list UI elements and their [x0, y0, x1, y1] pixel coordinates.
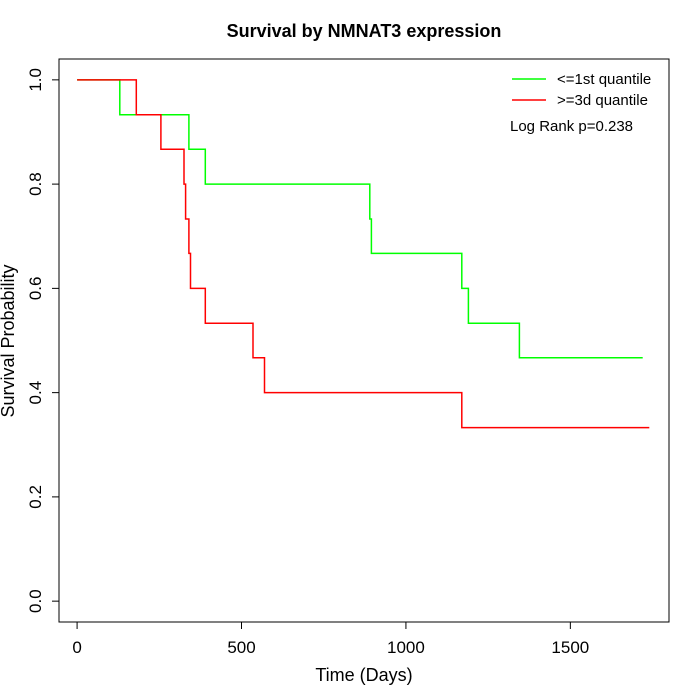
- y-axis-label: Survival Probability: [0, 264, 18, 417]
- plot-frame: [58, 58, 670, 623]
- series-line-1: [77, 79, 643, 359]
- x-tick-label-1: 500: [227, 638, 255, 657]
- log-rank-annotation: Log Rank p=0.238: [510, 118, 633, 135]
- y-tick-label-3: 0.6: [26, 277, 45, 301]
- y-tick-label-2: 0.4: [26, 381, 45, 405]
- x-axis-label: Time (Days): [315, 665, 412, 685]
- y-tick-label-1: 0.2: [26, 485, 45, 509]
- chart-title: Survival by NMNAT3 expression: [227, 21, 502, 41]
- series-layer: [77, 79, 650, 429]
- y-tick-label-0: 0.0: [26, 589, 45, 613]
- series-line-2: [77, 79, 650, 429]
- y-tick-label-5: 1.0: [26, 68, 45, 92]
- x-tick-label-0: 0: [72, 638, 81, 657]
- x-tick-label-2: 1000: [387, 638, 425, 657]
- legend-label-series-2: >=3d quantile: [557, 92, 648, 109]
- y-tick-label-4: 0.8: [26, 172, 45, 196]
- legend-label-series-1: <=1st quantile: [557, 71, 651, 88]
- y-axis: 0.0 0.2 0.4 0.6 0.8 1.0: [26, 68, 59, 613]
- x-tick-label-3: 1500: [551, 638, 589, 657]
- legend: <=1st quantile >=3d quantile Log Rank p=…: [510, 71, 651, 135]
- x-axis: 0 500 1000 1500: [72, 622, 589, 657]
